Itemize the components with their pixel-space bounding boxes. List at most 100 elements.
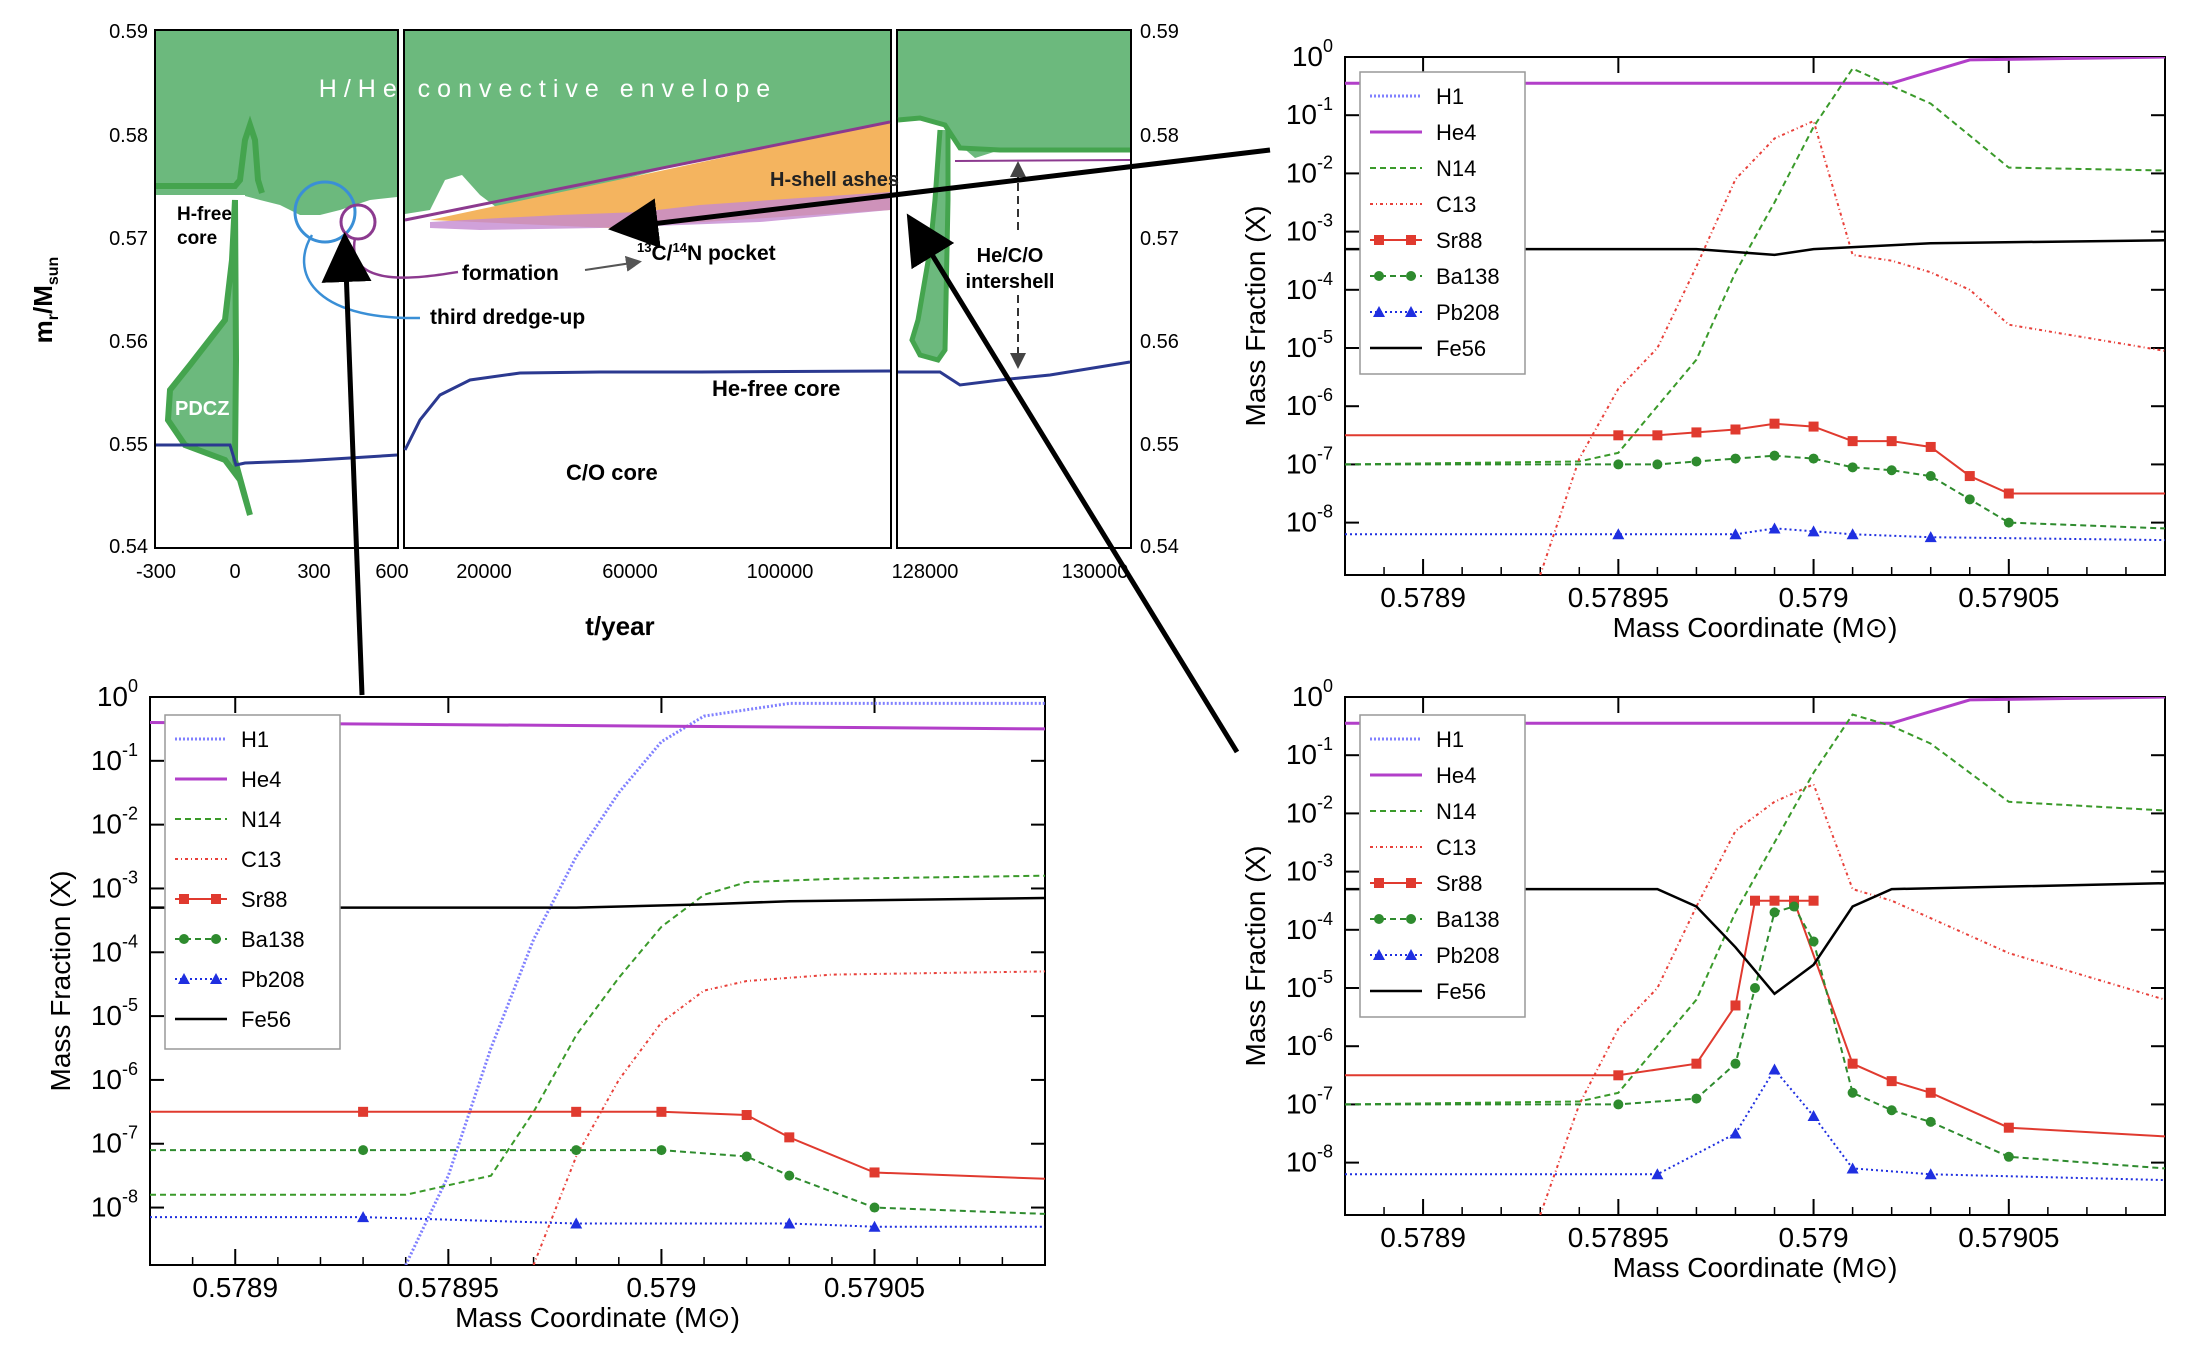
x-tick-label: 0.57895 [1568,1222,1669,1253]
y-tick-label: 10-6 [1286,1025,1333,1061]
marker-sr88 [1925,1087,1936,1098]
x-tick-128000: 128000 [892,561,959,583]
y-tick-label: 10-4 [1286,269,1333,305]
marker-ba138 [1808,453,1819,464]
right-subpanel-top-line [897,115,1130,153]
envelope-region-right [898,31,1130,158]
y-tick-right-056: 0.56 [1140,331,1179,353]
third-dredge-up-label: third dredge-up [430,306,585,329]
y-tick-left-055: 0.55 [109,434,148,456]
x-tick-label: 0.57895 [1568,582,1669,613]
marker-ba138 [1691,1093,1702,1104]
legend-label-c13: C13 [241,847,281,872]
marker-ba138 [1886,1105,1897,1116]
pdcz-label: PDCZ [175,398,229,420]
marker-sr88 [1789,895,1800,906]
third-dredge-up-pointer [302,234,421,320]
y-axis-label: Mass Fraction (X) [45,871,76,1092]
series-line-n14 [1345,713,2165,1106]
marker-sr88 [1847,436,1858,447]
marker-sr88 [1808,895,1819,906]
y-tick-label: 10-2 [1286,792,1333,828]
marker-sr88 [1964,471,1975,482]
marker-sr88 [1730,1000,1741,1011]
marker-ba138 [869,1202,880,1213]
x-tick-label: 0.57905 [1958,1222,2059,1253]
legend-box [1359,71,1526,375]
x-axis-label: Mass Coordinate (M⊙) [1613,612,1898,643]
marker-pb208 [1651,1168,1664,1180]
x-tick-label: 0.5789 [1380,582,1466,613]
legend: H1 He4 N14 C13 Sr88 Ba138 Pb208 Fe56 [164,714,341,1050]
marker-ba138 [1691,456,1702,467]
legend: H1 He4 N14 C13 Sr88 Ba138 Pb208 Fe56 [1359,714,1526,1018]
h-free-core-label-2: core [177,228,217,249]
h-shell-boundary-line [404,120,891,222]
marker-ba138 [784,1170,795,1181]
legend-label-he4: He4 [1436,763,1476,788]
y-tick-label: 10-2 [91,804,138,840]
marker-pb208 [357,1211,370,1223]
x-tick-60000: 60000 [602,561,658,583]
y-tick-label: 10-2 [1286,152,1333,188]
series-line-pb208 [1345,1067,2165,1182]
x-tick-0: 0 [229,561,240,583]
y-tick-right-058: 0.58 [1140,125,1179,147]
abundance-panel-bottom-left: 100 10-1 10-2 10-3 10-4 10-5 10-6 10-7 10-8 0.578… [45,676,1046,1333]
marker-sr88 [1769,895,1780,906]
marker-ba138 [1730,453,1741,464]
legend-box [164,714,341,1050]
marker-ba138 [1769,450,1780,461]
legend-label-fe56: Fe56 [241,1007,291,1032]
he-free-core-label: He-free core [712,376,840,401]
marker-ba138 [1886,465,1897,476]
marker-sr88 [1691,1058,1702,1069]
marker-pb208 [1924,1168,1937,1180]
marker-pb208 [1612,528,1625,540]
legend-label-he4: He4 [1436,120,1476,145]
timeline-panel: 0.59 0.58 0.57 0.56 0.55 0.54 0.59 0.58 … [28,21,1179,641]
arrow-to-bottom-left [321,232,372,696]
x-tick-label: 0.579 [1779,582,1849,613]
marker-sr88 [2003,1122,2014,1133]
x-tick-label: 0.5789 [192,1272,278,1303]
y-tick-label: 100 [1292,676,1333,712]
pocket-label: 13C/14N pocket [637,240,776,265]
series-line-sr88 [150,1110,1045,1180]
legend-label-sr88: Sr88 [241,887,287,912]
arrow-to-top-right [608,147,1271,249]
y-tick-left-059: 0.59 [109,21,148,43]
y-tick-label: 10-7 [1286,443,1333,479]
y-tick-label: 10-4 [91,931,138,967]
marker-sr88 [1652,430,1663,441]
x-axis-label: Mass Coordinate (M⊙) [1613,1252,1898,1283]
legend-label-n14: N14 [241,807,281,832]
x-tick-label: 0.57905 [824,1272,925,1303]
marker-pb208 [1768,522,1781,534]
y-tick-right-057: 0.57 [1140,228,1179,250]
intershell-label-2: intershell [966,271,1055,293]
marker-ba138 [1808,936,1819,947]
marker-sr88 [571,1106,582,1117]
h-free-core-spike [156,115,265,194]
right-subpanel-boundary [954,159,1131,162]
y-tick-label: 10-8 [1286,1142,1333,1178]
marker-ba138 [1769,907,1780,918]
pocket-pointer [584,255,642,272]
intershell-label-1: He/C/O [977,245,1044,267]
legend-label-h1: H1 [241,727,269,752]
legend-label-pb208: Pb208 [1436,300,1500,325]
y-tick-label: 10-1 [91,740,138,776]
series-line-n14 [150,874,1045,1196]
envelope-label: H/He convective envelope [319,75,777,103]
abundance-panel-top-right: 100 10-1 10-2 10-3 10-4 10-5 10-6 10-7 10-8 0.578… [1240,36,2166,643]
y-tick-left-056: 0.56 [109,331,148,353]
y-tick-label: 10-1 [1286,94,1333,130]
y-tick-label: 10-3 [1286,851,1333,887]
marker-ba138 [1925,471,1936,482]
envelope-region-mid [405,31,890,214]
marker-pb208 [1729,528,1742,540]
y-tick-label: 10-5 [1286,327,1333,363]
marker-sr88 [1730,424,1741,435]
y-tick-label: 10-1 [1286,734,1333,770]
